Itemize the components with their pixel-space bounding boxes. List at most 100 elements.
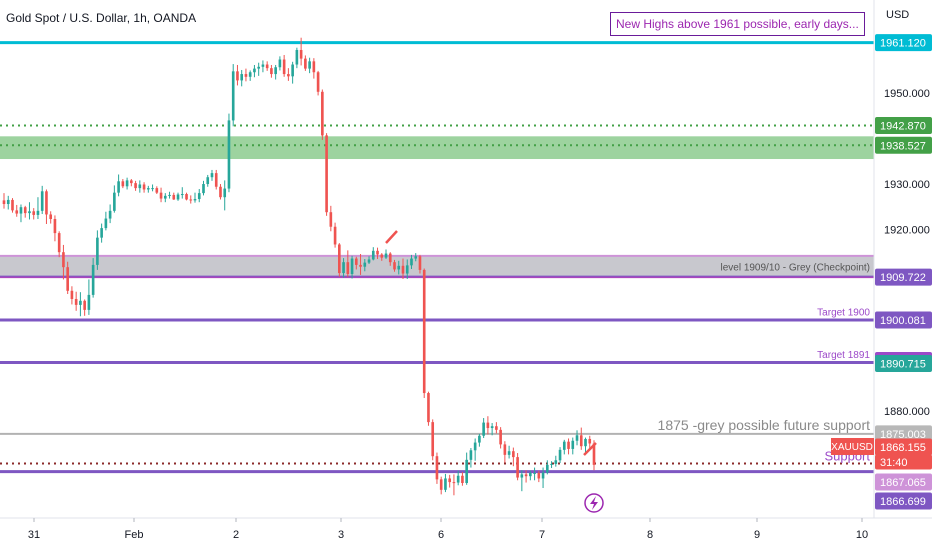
candle-body	[562, 441, 566, 450]
time-tick-label: 10	[856, 529, 868, 541]
candle-body	[83, 300, 86, 310]
candle-body	[278, 59, 282, 68]
price-zone	[0, 136, 874, 160]
chart-annotation: Target 1891	[817, 350, 870, 361]
time-tick-label: 8	[647, 529, 653, 541]
candle-body	[338, 244, 341, 274]
candle-body	[219, 186, 222, 198]
candle-body	[503, 444, 507, 455]
candle-body	[469, 450, 473, 460]
candle-body	[499, 429, 502, 445]
time-tick-label: 6	[438, 529, 444, 541]
candle-body	[354, 258, 358, 265]
candle-body	[444, 478, 447, 490]
price-badge[interactable]	[875, 311, 932, 329]
candle-body	[19, 207, 23, 214]
candle-body	[567, 441, 570, 449]
time-tick-label: 2	[233, 529, 239, 541]
price-tick-label: 1880.000	[884, 406, 930, 418]
candle-body	[486, 422, 490, 429]
candle-body	[53, 219, 57, 234]
candle-body	[312, 61, 316, 73]
symbol-badge[interactable]	[831, 438, 874, 455]
lightning-icon[interactable]	[584, 493, 604, 513]
candle-body	[240, 74, 244, 81]
candle-body	[270, 68, 273, 75]
candle-layer	[2, 37, 596, 496]
candle-body	[388, 253, 392, 263]
price-badge[interactable]	[875, 355, 932, 373]
candle-body	[592, 443, 596, 465]
price-badge[interactable]	[875, 438, 932, 456]
candle-body	[253, 68, 256, 73]
price-badge[interactable]	[875, 454, 932, 470]
time-tick-label: Feb	[125, 529, 144, 541]
candle-body	[189, 199, 193, 201]
note-callout[interactable]: New Highs above 1961 possible, early day…	[610, 12, 865, 36]
candle-body	[299, 49, 303, 59]
candle-body	[11, 199, 14, 211]
candle-body	[405, 265, 409, 274]
time-axis[interactable]: 31 Feb 2 3 6 7 8 9 10	[0, 517, 932, 541]
chart-annotation: level 1909/10 - Grey (Checkpoint)	[720, 263, 870, 274]
candle-body	[36, 210, 40, 215]
candle-body	[435, 456, 439, 480]
time-tick-label: 3	[338, 529, 344, 541]
candle-body	[134, 183, 137, 189]
candle-body	[456, 475, 460, 483]
candle-body	[316, 72, 320, 92]
price-badge-label: 1867.065	[880, 477, 926, 489]
candle-body	[125, 180, 129, 187]
candle-body	[541, 472, 545, 479]
price-badge[interactable]	[875, 473, 932, 491]
candle-body	[163, 195, 167, 199]
price-badge[interactable]	[875, 425, 932, 443]
candle-body	[588, 438, 592, 444]
candle-body	[100, 228, 103, 238]
candle-body	[113, 192, 116, 211]
candle-body	[6, 199, 10, 205]
candle-body	[168, 194, 171, 196]
price-badge[interactable]	[875, 492, 932, 510]
price-badge[interactable]	[875, 117, 932, 135]
candle-body	[79, 300, 82, 305]
price-badge-label: 1938.527	[880, 140, 926, 152]
candle-body	[507, 451, 511, 455]
candle-body	[329, 212, 333, 227]
candle-body	[180, 194, 184, 196]
price-badge[interactable]	[875, 34, 932, 52]
price-badge[interactable]	[875, 136, 932, 154]
candle-body	[461, 475, 464, 484]
candle-body	[176, 194, 180, 200]
currency-label[interactable]: USD	[886, 9, 910, 21]
candle-body	[206, 177, 210, 185]
candle-body	[308, 61, 311, 69]
candle-body	[550, 463, 553, 465]
candle-body	[520, 474, 524, 478]
candle-body	[91, 264, 95, 295]
price-axis[interactable]: 1880.000 1920.000 1930.000 1950.000 1961.120…	[831, 0, 932, 550]
candle-body	[537, 473, 541, 479]
price-badge-label: 1909.722	[880, 272, 926, 284]
chart-annotation: 1875 -grey possible future support	[658, 417, 871, 433]
candle-body	[236, 71, 239, 81]
candle-body	[482, 422, 485, 436]
candle-body	[401, 265, 405, 274]
arrow-marker	[385, 230, 398, 244]
candle-body	[529, 473, 532, 477]
candle-body	[524, 474, 528, 477]
price-tick-label: 1950.000	[884, 88, 930, 100]
price-badge[interactable]	[875, 268, 932, 286]
candle-body	[376, 250, 379, 255]
candle-body	[282, 59, 286, 75]
candle-body	[490, 426, 494, 429]
candle-body	[350, 258, 354, 274]
candle-body	[104, 218, 108, 229]
candle-body	[448, 478, 451, 483]
candle-body	[321, 91, 324, 136]
candle-body	[452, 482, 456, 484]
candle-body	[427, 393, 430, 423]
arrow-marker	[583, 442, 597, 456]
